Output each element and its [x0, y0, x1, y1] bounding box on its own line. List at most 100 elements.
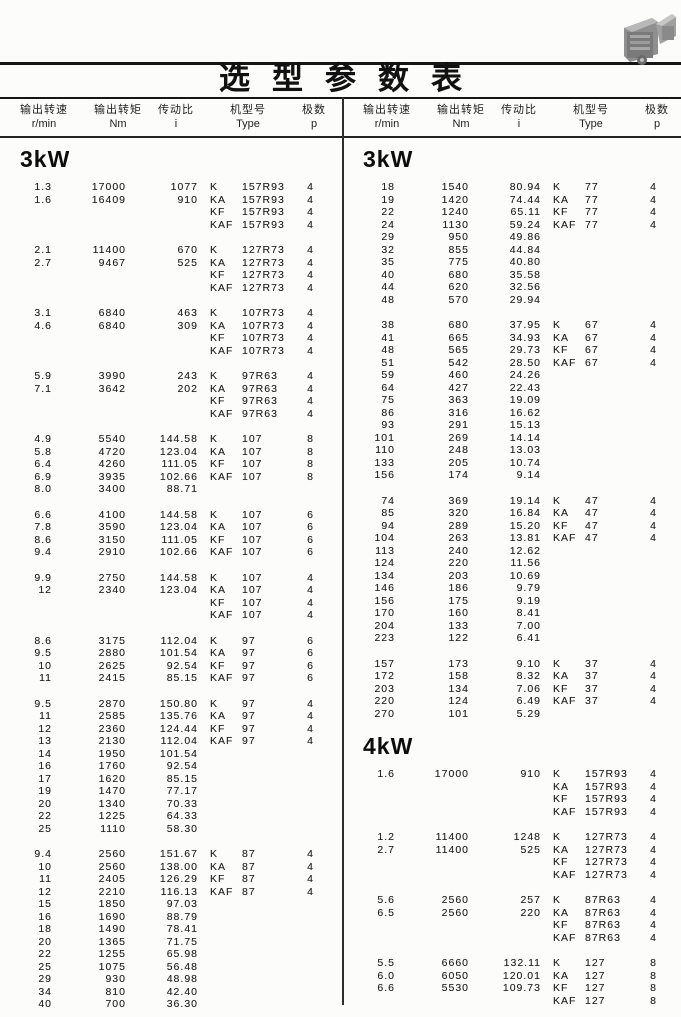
column-header: 机型号 Type [547, 101, 635, 135]
cell-poles [298, 911, 324, 924]
cell-type-size [585, 419, 641, 432]
table-row: 59 460 24.26 [343, 369, 681, 382]
cell-type-variant: K [553, 181, 562, 193]
cell-ratio: 77.17 [166, 785, 198, 797]
column-header: 极数 p [635, 101, 679, 135]
cell-poles: 4 [650, 181, 657, 193]
table-row: 35 775 40.80 [343, 256, 681, 269]
table-row: 29 930 48.98 [0, 973, 342, 986]
table-row: 9.4 2560 151.67 K 87 4 [0, 848, 342, 861]
table-row: 6.9 3935 102.66 KAF 107 8 [0, 471, 342, 484]
cell-type-variant [541, 570, 585, 583]
cell-speed: 40 [381, 268, 395, 281]
cell-ratio: 36.30 [166, 998, 198, 1010]
cell-type-size: 107 [242, 596, 263, 609]
cell-ratio: 124.44 [159, 722, 198, 735]
cell-poles: 4 [307, 281, 314, 294]
cell-ratio: 37.95 [509, 319, 541, 331]
cell-type-size: 97 [242, 697, 256, 710]
cell-speed [359, 869, 395, 882]
table-row: KAF 97R63 4 [0, 408, 342, 421]
cell-ratio: 7.00 [516, 619, 541, 632]
cell-ratio: 56.48 [166, 960, 198, 973]
cell-poles [641, 269, 667, 282]
cell-torque: 263 [448, 532, 469, 544]
cell-poles: 6 [307, 533, 314, 546]
cell-type-size: 87R63 [585, 894, 621, 906]
cell-type-variant: KF [553, 519, 569, 532]
cell-torque: 1690 [98, 910, 126, 923]
cell-speed: 110 [375, 444, 395, 456]
cell-type-variant: KF [210, 395, 226, 407]
cell-poles: 6 [307, 659, 314, 672]
cell-speed: 8.6 [34, 533, 52, 546]
cell-poles [298, 810, 324, 823]
table-row: 48 570 29.94 [343, 294, 681, 307]
column-header-cn: 输出转矩 [437, 104, 485, 116]
cell-speed: 104 [374, 532, 395, 544]
cell-ratio: 9.19 [516, 594, 541, 607]
cell-type-variant: KF [210, 659, 226, 672]
cell-type-size: 97 [242, 659, 256, 672]
cell-torque: 5530 [441, 982, 469, 994]
cell-speed: 11 [39, 873, 52, 885]
cell-poles [641, 570, 667, 583]
cell-speed [16, 269, 52, 282]
cell-type-size: 107 [242, 433, 263, 445]
cell-type-size: 107 [242, 584, 263, 596]
cell-torque: 565 [448, 344, 469, 356]
cell-ratio: 9.79 [516, 582, 541, 594]
cell-type-size [242, 973, 298, 986]
cell-ratio: 144.58 [159, 508, 198, 521]
table-row: 51 542 28.50 KAF 67 4 [343, 357, 681, 370]
cell-torque: 174 [448, 469, 469, 481]
cell-speed: 20 [38, 935, 52, 948]
table-row: 101 269 14.14 [343, 432, 681, 445]
table-row: 157 173 9.10 K 37 4 [343, 658, 681, 671]
cell-speed: 29 [38, 973, 52, 985]
table-row: 156 174 9.14 [343, 469, 681, 482]
cell-ratio: 12.62 [509, 544, 541, 557]
cell-poles [641, 607, 667, 620]
cell-torque: 2585 [98, 710, 126, 722]
cell-poles: 4 [650, 931, 657, 944]
cell-speed: 12 [38, 584, 52, 596]
cell-torque [52, 269, 126, 282]
cell-type-size: 127R73 [585, 843, 628, 856]
cell-type-variant: KF [210, 596, 226, 609]
cell-torque: 2870 [98, 697, 126, 710]
cell-ratio: 49.86 [509, 231, 541, 243]
column-header: 极数 p [292, 101, 336, 135]
cell-type-size: 97R63 [242, 382, 278, 395]
cell-poles [298, 998, 324, 1011]
cell-speed [16, 345, 52, 358]
cell-type-size: 127R73 [242, 281, 285, 294]
cell-speed: 4.9 [34, 433, 52, 445]
cell-ratio: 64.33 [166, 810, 198, 822]
cell-speed: 6.6 [377, 982, 395, 994]
column-header-unit: Nm [452, 118, 470, 130]
cell-speed: 18 [381, 181, 395, 193]
cell-torque: 205 [448, 456, 469, 469]
row-group: 157 173 9.10 K 37 4 172 158 8.32 KA 37 4 203 134 7.06 K… [343, 658, 681, 721]
cell-torque: 122 [448, 632, 469, 644]
cell-type-size: 47 [585, 532, 599, 544]
cell-speed: 6.5 [377, 906, 395, 919]
cell-type-variant [541, 394, 585, 407]
cell-type-size: 157R93 [585, 780, 628, 793]
cell-poles [641, 457, 667, 470]
cell-speed: 5.5 [377, 957, 395, 969]
table-row: KAF 127R73 4 [0, 282, 342, 295]
row-group: 9.4 2560 151.67 K 87 4 10 2560 138.00 KA 87 4 11 2405… [0, 848, 342, 1011]
cell-type-size: 107 [242, 546, 263, 558]
cell-poles [298, 973, 324, 986]
cell-ratio: 29.73 [509, 344, 541, 356]
cell-poles: 4 [650, 193, 657, 206]
cell-speed: 48 [381, 293, 395, 306]
cell-type-size: 97 [242, 634, 256, 647]
cell-type-variant [541, 382, 585, 395]
cell-torque [395, 919, 469, 932]
cell-poles: 4 [307, 382, 314, 395]
cell-speed: 24 [381, 218, 395, 231]
cell-torque: 101 [448, 707, 469, 720]
